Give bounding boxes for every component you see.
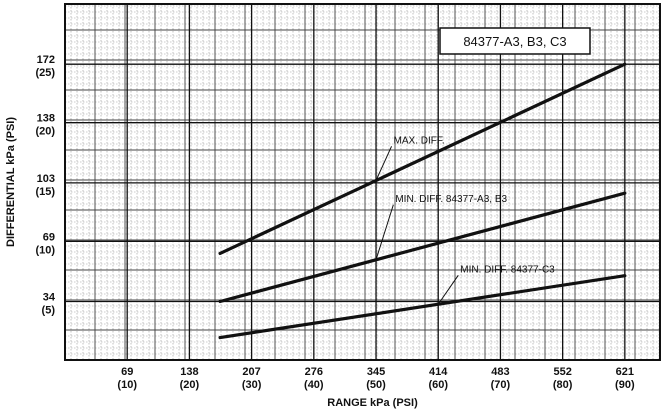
y-tick-label-4: 138 [37,113,55,125]
x-tick-sublabel-4: (40) [304,379,324,391]
x-tick-label-4: 276 [305,366,323,378]
y-tick-label-2: 69 [43,231,55,243]
x-tick-label-5: 345 [367,366,385,378]
x-tick-sublabel-8: (80) [553,379,573,391]
series-line-2 [218,191,627,304]
x-tick-label-3: 207 [242,366,260,378]
annotation-label-1: MAX. DIFF. [394,135,445,146]
y-tick-label-5: 172 [37,54,55,66]
x-tick-sublabel-3: (30) [242,379,262,391]
y-tick-label-1: 34 [43,292,56,304]
x-tick-sublabel-1: (10) [117,379,137,391]
x-tick-label-2: 138 [180,366,198,378]
x-tick-sublabel-6: (60) [428,379,448,391]
plot-background [65,4,660,360]
x-tick-sublabel-5: (50) [366,379,386,391]
x-axis-title: RANGE kPa (PSI) [327,397,418,409]
x-tick-sublabel-2: (20) [180,379,200,391]
plot-frame [64,3,661,361]
x-tick-label-7: 483 [491,366,509,378]
x-tick-labels: 69(10) 138(20) 207(30) 276(40) 345(50) 414(60… [117,366,635,391]
series-group [218,62,627,340]
annotation-label-3: MIN. DIFF. 84377-C3 [460,264,555,275]
x-tick-label-8: 552 [553,366,571,378]
x-tick-label-1: 69 [121,366,133,378]
annotation-label-2: MIN. DIFF. 84377-A3, B3 [395,194,507,205]
x-tick-label-9: 621 [616,366,634,378]
y-tick-sublabel-2: (10) [35,244,55,256]
y-tick-sublabel-3: (15) [35,186,55,198]
y-tick-sublabel-4: (20) [35,126,55,138]
y-tick-label-3: 103 [37,173,55,185]
y-axis-title: DIFFERENTIAL kPa (PSI) [5,117,17,247]
chart-title: 84377-A3, B3, C3 [463,34,566,49]
y-tick-sublabel-1: (5) [42,305,56,317]
x-tick-label-6: 414 [429,366,448,378]
x-tick-sublabel-9: (90) [615,379,635,391]
series-line-3 [218,274,627,340]
y-tick-sublabel-5: (25) [35,67,55,79]
series-line-1 [218,62,627,255]
annotation-leader-3 [437,275,459,305]
annotations: MAX. DIFF. MIN. DIFF. 84377-A3, B3 MIN. DI… [375,135,555,305]
x-tick-sublabel-7: (70) [491,379,511,391]
grid [64,3,661,361]
y-tick-labels: 34(5) 69(10) 103(15) 138(20) 172(25) [35,54,55,316]
annotation-leader-1 [375,146,393,181]
annotation-leader-2 [375,204,394,260]
title-box [439,27,591,55]
